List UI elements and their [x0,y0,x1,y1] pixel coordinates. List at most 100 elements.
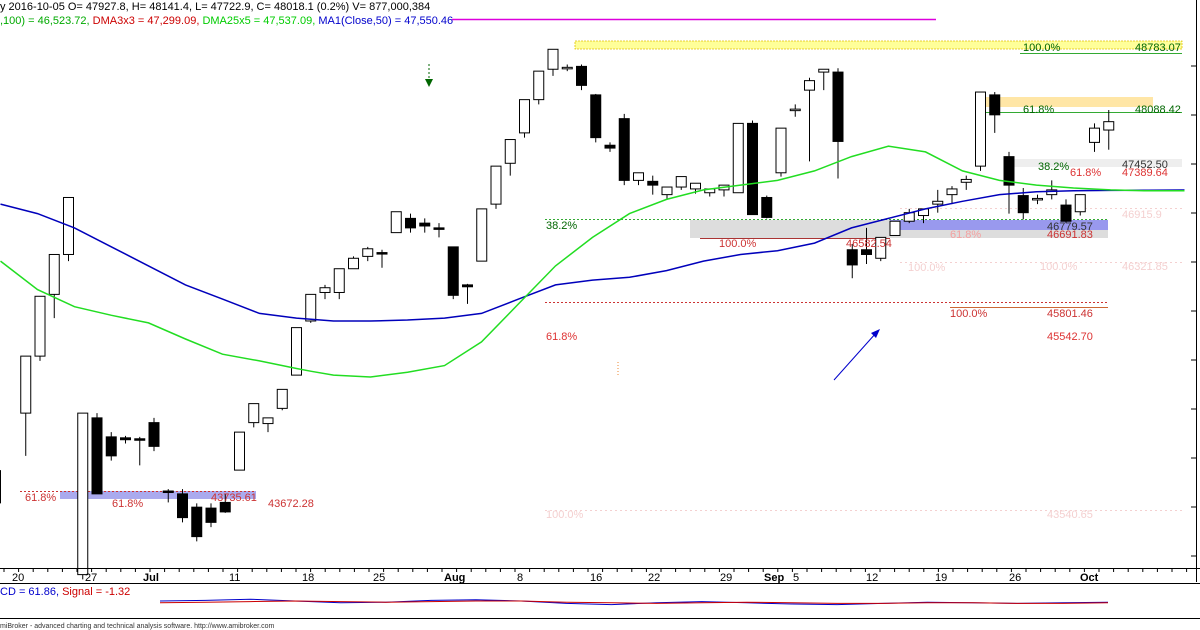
x-tick-label: 20 [12,572,24,584]
green-down-arrow-icon [425,79,433,87]
candle-up [875,236,887,259]
candle-up [291,327,302,376]
signal-line [159,600,1109,604]
purple-zone-sep [890,220,1108,230]
fib-label: 47389.64 [1122,167,1168,179]
fib-label: 100.0% [908,262,946,274]
ohlc-header: y 2016-10-05 O= 47927.8, H= 48141.4, L= … [0,1,430,13]
fib-label: 100.0% [719,238,757,250]
macd-legend: CD = 61.86, Signal = -1.32 [0,586,130,598]
x-axis-ticks [3,568,1188,572]
fib-label: 45542.70 [1047,331,1093,343]
candle-down [419,222,431,227]
candle-down [1003,156,1015,186]
fib-label: 48088.42 [1135,104,1181,116]
candle-down [376,252,388,255]
candle-down [576,65,587,86]
candle-up [34,295,46,357]
x-tick-label: 18 [302,572,314,584]
fib-label: 46321.85 [1122,261,1168,273]
candle-up [1103,121,1115,131]
candle-up [1089,127,1100,143]
blue-trend-arrow-shaft [833,332,877,381]
candle-up [362,248,374,257]
candle-up [732,122,744,194]
x-tick-label: 5 [793,572,799,584]
ma50-legend: MA1(Close,50) = 47,550.46 [318,15,453,27]
candle-up [248,403,260,424]
signal-value: Signal = -1.32 [62,586,130,598]
candle-up [661,186,673,196]
candle-up [633,172,644,181]
candle-down [647,180,659,186]
candle-up [960,178,972,183]
candle-up [77,412,89,576]
candle-up [305,293,317,322]
candle-up [804,80,815,91]
candle-down [120,437,131,441]
indicator-header: ,100) = 46,523.72, DMA3x3 = 47,299.09, D… [0,15,453,27]
candle-up [20,355,32,414]
candle-down [832,71,844,142]
candle-down [219,501,231,513]
candle-up [675,176,687,188]
candle-down [162,490,174,494]
ma100-legend: ,100) = 46,523.72, [0,15,93,27]
fib-label: 38.2% [546,220,577,232]
candle-up [476,208,488,262]
candle-down [405,217,416,229]
candle-up [262,417,274,425]
candle-up [348,257,359,270]
candle-up [889,220,901,236]
candle-down [177,493,188,519]
candle-up [490,165,502,205]
candle-down [447,246,459,296]
dma25x5-green-line [0,145,1185,378]
candle-down [604,144,616,149]
candle-up [1032,197,1043,201]
candle-down [989,94,1001,116]
candle-down [747,122,758,216]
fib-label: 46582.54 [846,238,892,250]
purple-zone-jul [60,491,256,499]
ma50-blue-line [0,189,1185,322]
x-tick-label: 27 [85,572,97,584]
footer-credit: miBroker - advanced charting and technic… [0,623,274,630]
candle-down [1060,204,1072,222]
fib-label: 61.8% [1023,104,1054,116]
fib-label: 43672.28 [268,498,314,510]
fib-label: 100.0% [950,308,988,320]
candle-up [975,91,986,167]
fib-label: 46691.83 [1047,229,1093,241]
fib-band-618-upper [975,97,1153,107]
macd-value: CD = 61.86, [0,586,62,598]
fib-label: 100.0% [1040,261,1078,273]
price-axis-ticks [1191,65,1196,557]
candle-down [462,284,473,288]
x-tick-label: 19 [935,572,947,584]
fib-label: 47452.50 [1122,159,1168,171]
candle-up [932,200,944,205]
candle-up [561,66,573,70]
candle-down [618,118,630,181]
candle-down [846,249,858,266]
fib-label: 45801.46 [1047,308,1093,320]
x-axis-labels: 20 27 Jul 11 18 25 Aug 8 16 22 29 Sep 5 12 19 26 Oct [12,572,1099,584]
candle-down [433,227,445,230]
candle-up [547,48,559,70]
candle-up [276,388,288,409]
dma25x5-legend: DMA25x5 = 47,537.09, [202,15,318,27]
x-tick-label: 8 [517,572,523,584]
dma3x3-legend: DMA3x3 = 47,299.09, [93,15,203,27]
x-tick-label: Oct [1080,572,1099,584]
candle-down [205,507,217,523]
candle-down [1017,195,1029,214]
x-tick-label: Jul [143,572,159,584]
candle-down [105,436,117,457]
x-tick-label: 22 [648,572,660,584]
fib-band-top [574,40,1183,50]
x-tick-label: 12 [866,572,878,584]
candle-up [946,188,958,196]
candle-up [234,431,245,471]
